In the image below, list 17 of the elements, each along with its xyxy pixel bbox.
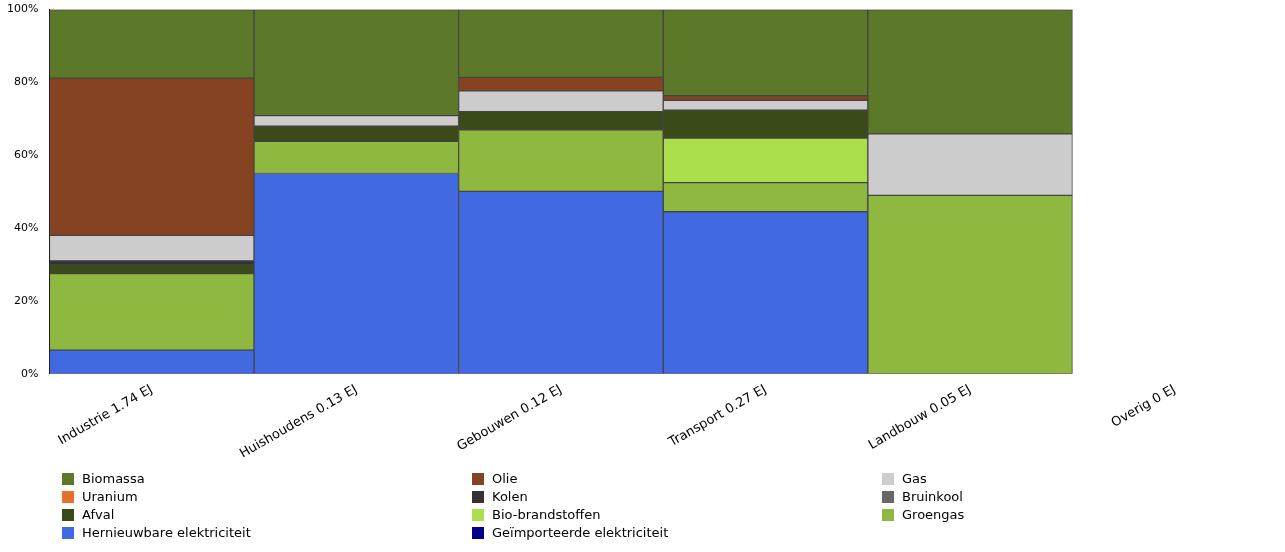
legend-label: Afval: [81, 506, 116, 523]
y-tick-label: 80%: [13, 75, 39, 89]
legend-label: Uranium: [81, 488, 139, 505]
y-tick-label: 40%: [13, 220, 39, 234]
y-tick-label: 0%: [20, 366, 39, 380]
legend-label: Kolen: [491, 488, 529, 505]
y-tick-label: 100%: [6, 2, 39, 16]
legend-label: Hernieuwbare elektriciteit: [81, 524, 252, 541]
legend-label: Biomassa: [81, 470, 146, 487]
y-tick-label: 20%: [13, 293, 39, 307]
legend-label: Bio-brandstoffen: [491, 506, 602, 523]
legend-label: Groengas: [901, 506, 966, 523]
legend-label: Gas: [901, 470, 928, 487]
legend-label: Geïmporteerde elektriciteit: [491, 524, 670, 541]
legend-label: Bruinkool: [901, 488, 964, 505]
y-tick-label: 60%: [13, 148, 39, 162]
legend-label: Olie: [491, 470, 519, 487]
